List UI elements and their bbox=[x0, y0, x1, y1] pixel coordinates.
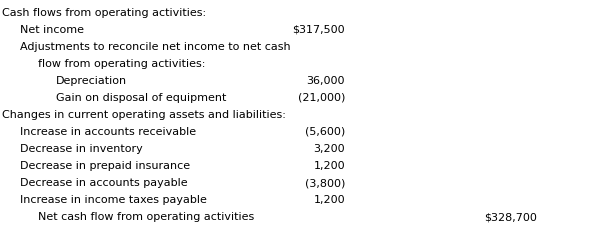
Text: Net cash flow from operating activities: Net cash flow from operating activities bbox=[38, 212, 254, 222]
Text: 36,000: 36,000 bbox=[307, 76, 345, 86]
Text: 1,200: 1,200 bbox=[313, 195, 345, 205]
Text: Cash flows from operating activities:: Cash flows from operating activities: bbox=[2, 8, 206, 18]
Text: Adjustments to reconcile net income to net cash: Adjustments to reconcile net income to n… bbox=[20, 42, 290, 52]
Text: Changes in current operating assets and liabilities:: Changes in current operating assets and … bbox=[2, 110, 286, 120]
Text: Decrease in accounts payable: Decrease in accounts payable bbox=[20, 178, 188, 188]
Text: Decrease in inventory: Decrease in inventory bbox=[20, 144, 143, 154]
Text: $317,500: $317,500 bbox=[292, 25, 345, 35]
Text: Decrease in prepaid insurance: Decrease in prepaid insurance bbox=[20, 161, 190, 171]
Text: (3,800): (3,800) bbox=[305, 178, 345, 188]
Text: (5,600): (5,600) bbox=[305, 127, 345, 137]
Text: Increase in accounts receivable: Increase in accounts receivable bbox=[20, 127, 196, 137]
Text: Increase in income taxes payable: Increase in income taxes payable bbox=[20, 195, 207, 205]
Text: (21,000): (21,000) bbox=[298, 93, 345, 103]
Text: $328,700: $328,700 bbox=[484, 212, 537, 222]
Text: 1,200: 1,200 bbox=[313, 161, 345, 171]
Text: 3,200: 3,200 bbox=[313, 144, 345, 154]
Text: Depreciation: Depreciation bbox=[56, 76, 127, 86]
Text: flow from operating activities:: flow from operating activities: bbox=[38, 59, 205, 69]
Text: Net income: Net income bbox=[20, 25, 84, 35]
Text: Gain on disposal of equipment: Gain on disposal of equipment bbox=[56, 93, 226, 103]
